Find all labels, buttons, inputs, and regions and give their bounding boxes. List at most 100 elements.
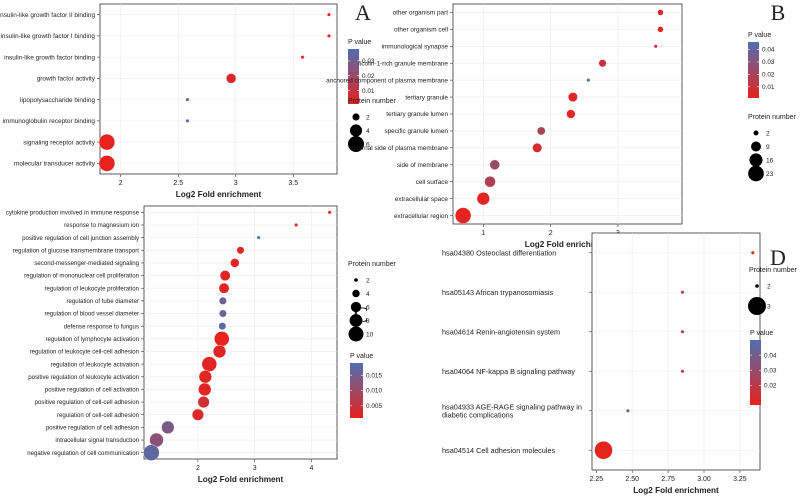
- point-external-side-of-plasma-membrane[interactable]: [532, 142, 543, 153]
- size-legend-label: 9: [766, 144, 770, 151]
- pvalue-colorbar: [748, 42, 759, 98]
- colorbar-tick-label: 0.02: [362, 73, 375, 80]
- point-immunoglobulin-receptor-binding[interactable]: [185, 118, 190, 123]
- point-regulation-of-leukocyte-cell-cell-adhesion[interactable]: [212, 344, 227, 359]
- point-cytokine-production-involved-in-immune-response[interactable]: [327, 210, 332, 215]
- colorbar-tick-label: 0.01: [762, 84, 775, 91]
- colorbar-tick-label: 0.010: [366, 388, 382, 395]
- point-defense-response-to-fungus[interactable]: [218, 322, 227, 331]
- point-regulation-of-cell-cell-adhesion[interactable]: [191, 408, 204, 421]
- category-label-cytokine-production-involved-in-immune-response: cytokine production involved in immune r…: [6, 209, 140, 216]
- category-label-hsa05143-african-trypanosomiasis: hsa05143 African trypanosomiasis: [442, 288, 553, 297]
- point-negative-regulation-of-cell-communication[interactable]: [143, 444, 160, 461]
- point-extracellular-region[interactable]: [454, 207, 472, 224]
- category-label-regulation-of-lymphocyte-activation: regulation of lymphocyte activation: [46, 336, 140, 343]
- point-tertiary-granule-lumen[interactable]: [566, 109, 576, 119]
- point-ficolin-1-rich-granule-membrane[interactable]: [598, 59, 607, 68]
- point-positive-regulation-of-cell-activation[interactable]: [198, 382, 212, 397]
- size-legend-dot: [352, 289, 360, 298]
- x-tick-label: 3: [234, 180, 238, 187]
- point-second-messenger-mediated-signaling[interactable]: [230, 258, 240, 268]
- point-hsa05143-african-trypanosomiasis[interactable]: [680, 290, 685, 295]
- point-regulation-of-glucose-transmembrane-transport[interactable]: [236, 246, 245, 255]
- point-extracellular-space[interactable]: [476, 192, 490, 206]
- point-hsa04514-cell-adhesion-molecules[interactable]: [594, 441, 613, 460]
- panel-letter: D: [770, 245, 786, 270]
- colorbar-tick-label: 0.03: [764, 367, 777, 374]
- pvalue-legend-title: P value: [748, 32, 771, 39]
- point-signaling-receptor-activity[interactable]: [98, 133, 116, 151]
- pvalue-legend-title: P value: [348, 39, 371, 46]
- size-legend-dot: [352, 113, 360, 121]
- category-label-other-organism-cell: other organism cell: [394, 27, 448, 34]
- point-specific-granule-lumen[interactable]: [536, 126, 546, 136]
- pvalue-legend-title: P value: [750, 330, 773, 337]
- size-legend-label: 6: [366, 304, 370, 311]
- category-label-negative-regulation-of-cell-communication: negative regulation of cell communicatio…: [27, 450, 139, 457]
- point-regulation-of-mononuclear-cell-proliferation[interactable]: [219, 270, 231, 281]
- point-lipopolysaccharide-binding[interactable]: [185, 97, 190, 102]
- size-legend-dot: [349, 124, 363, 137]
- size-legend: Protein number 2 4 6: [348, 98, 397, 152]
- category-label-anchored-component-of-plasma-membrane: anchored component of plasma membrane: [326, 77, 448, 84]
- point-cell-surface[interactable]: [484, 176, 496, 188]
- x-tick-label: 2: [119, 180, 123, 187]
- x-tick-label: 3.00: [697, 476, 711, 483]
- category-label-defense-response-to-fungus: defense response to fungus: [64, 323, 139, 330]
- panel-letter: A: [355, 0, 371, 25]
- point-positive-regulation-of-cell-cell-adhesion[interactable]: [197, 396, 210, 409]
- x-axis-title: Log2 Fold enrichment: [525, 240, 611, 249]
- point-immunological-synapse[interactable]: [653, 44, 658, 49]
- size-legend-label: 2: [366, 277, 370, 284]
- point-hsa04614-renin-angiotensin-system[interactable]: [680, 329, 685, 334]
- data-points: [594, 250, 755, 460]
- point-molecular-transducer-activity[interactable]: [98, 155, 116, 172]
- category-label-hsa04933-age-rage-signaling-pathway-in-diabetic-complications: hsa04933 AGE-RAGE signaling pathway in di…: [442, 402, 582, 419]
- category-label-positive-regulation-of-cell-cell-adhesion: positive regulation of cell-cell adhesio…: [35, 399, 139, 406]
- size-legend: Protein number 2 4 6 8 10: [348, 261, 397, 342]
- category-label-external-side-of-plasma-membrane: external side of plasma membrane: [350, 145, 448, 152]
- category-label-regulation-of-leukocyte-proliferation: regulation of leukocyte proliferation: [44, 285, 139, 292]
- size-legend-dot: [348, 136, 364, 152]
- panel-b: 1 23 Log2 Fold enrichment other organism pa…: [326, 0, 796, 249]
- point-tertiary-granule[interactable]: [567, 92, 578, 102]
- point-regulation-of-leukocyte-proliferation[interactable]: [218, 282, 230, 294]
- gridlines: [144, 206, 337, 459]
- point-positive-regulation-of-cell-adhesion[interactable]: [161, 420, 175, 434]
- point-hsa04933-age-rage-signaling-pathway-in-diabetic-complications[interactable]: [625, 408, 630, 413]
- point-regulation-of-leukocyte-activation[interactable]: [201, 356, 217, 372]
- gridlines: [592, 233, 760, 470]
- point-regulation-of-blood-vessel-diameter[interactable]: [218, 309, 227, 318]
- category-label-positive-regulation-of-cell-activation: positive regulation of cell activation: [45, 387, 139, 394]
- point-regulation-of-lymphocyte-activation[interactable]: [214, 331, 230, 347]
- point-other-organism-part[interactable]: [657, 9, 664, 16]
- colorbar-tick-label: 0.03: [362, 58, 375, 65]
- data-points: [98, 12, 331, 172]
- point-other-organism-cell[interactable]: [657, 26, 664, 33]
- point-positive-regulation-of-leukocyte-activation[interactable]: [198, 370, 212, 384]
- size-legend-label: 6: [366, 141, 370, 148]
- category-label-extracellular-region: extracellular region: [394, 213, 448, 220]
- category-label-extracellular-space: extracellular space: [395, 196, 449, 203]
- colorbar-tick-label: 0.015: [366, 372, 382, 379]
- point-hsa04064-nf-kappa-b-signaling-pathway[interactable]: [680, 369, 685, 374]
- point-insulin-like-growth-factor-ii-binding[interactable]: [326, 12, 331, 17]
- point-response-to-magnesium-ion[interactable]: [294, 222, 299, 227]
- size-legend: Protein number 2 9 16 23: [748, 114, 797, 182]
- category-label-growth-factor-activity: growth factor activity: [37, 76, 96, 83]
- category-label-intracellular-signal-transduction: intracellular signal transduction: [55, 437, 139, 444]
- point-insulin-like-growth-factor-i-binding[interactable]: [326, 33, 331, 38]
- size-legend-dot: [748, 297, 766, 315]
- category-label-insulin-like-growth-factor-binding: insulin-like growth factor binding: [4, 54, 95, 61]
- point-regulation-of-tube-diameter[interactable]: [218, 296, 227, 305]
- point-growth-factor-activity[interactable]: [226, 73, 237, 84]
- point-side-of-membrane[interactable]: [489, 159, 500, 170]
- point-insulin-like-growth-factor-binding[interactable]: [300, 55, 305, 60]
- panel-d: 2.25 2.50 2.75 3.00 3.25 Log2 Fold enrichment…: [442, 232, 798, 495]
- point-hsa04380-osteoclast-differentiation[interactable]: [750, 250, 755, 255]
- point-anchored-component-of-plasma-membrane[interactable]: [586, 78, 591, 83]
- x-tick-label: 2.5: [173, 180, 183, 187]
- data-points: [454, 9, 664, 224]
- point-positive-regulation-of-cell-junction-assembly[interactable]: [256, 235, 261, 240]
- pvalue-colorbar: [750, 340, 761, 405]
